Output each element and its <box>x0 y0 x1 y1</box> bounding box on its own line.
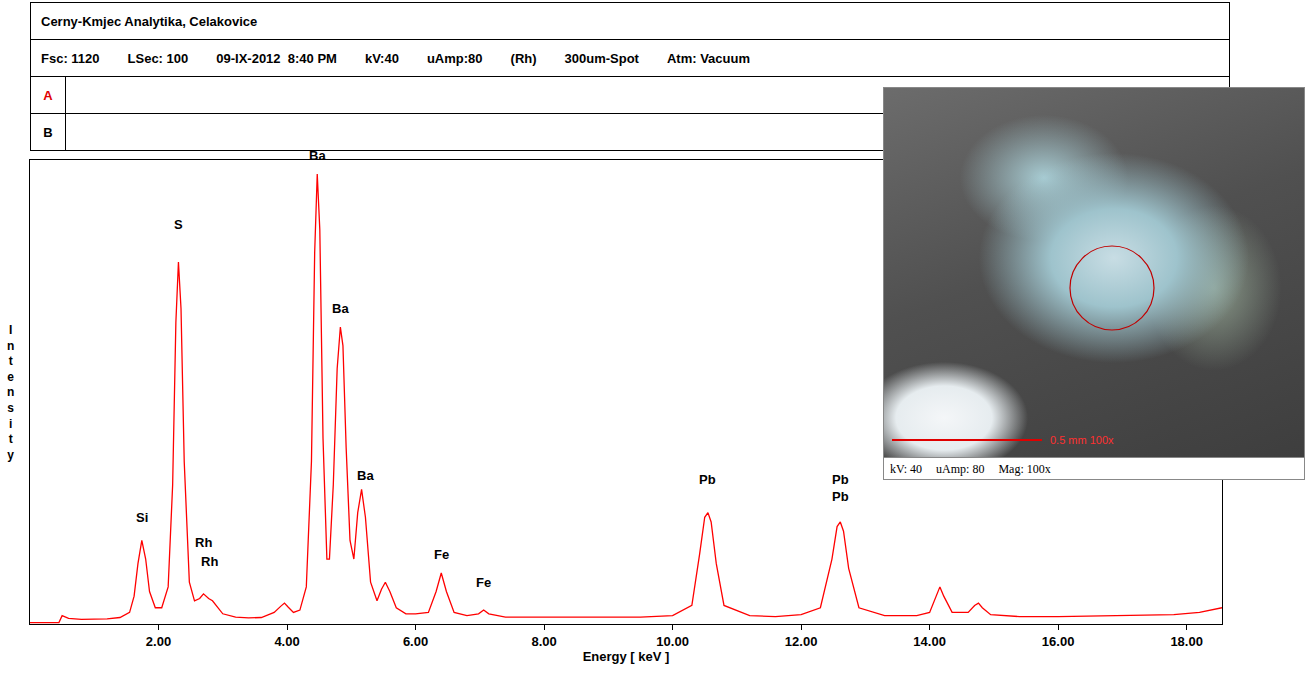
svg-text:Ba: Ba <box>332 301 349 316</box>
html-text:(Rh): (Rh) <box>510 50 537 66</box>
svg-text:Pb: Pb <box>832 489 849 504</box>
html-text:kV:40: kV:40 <box>364 50 399 66</box>
html-text:09-IX-2012 8:40 PM: 09-IX-2012 8:40 PM <box>216 50 337 66</box>
svg-text:10.00: 10.00 <box>656 634 689 649</box>
svg-text:8.00: 8.00 <box>531 634 556 649</box>
html-text:Fsc: 1120: Fsc: 1120 <box>41 50 100 66</box>
svg-text:Ba: Ba <box>357 468 374 483</box>
svg-text:Ba: Ba <box>309 148 326 163</box>
svg-text:Si: Si <box>136 510 148 525</box>
html-text:uAmp:80: uAmp:80 <box>426 50 483 66</box>
html-text:kV: 40: kV: 40 <box>890 461 923 476</box>
svg-text:Fe: Fe <box>476 575 491 590</box>
svg-text:Intensity: Intensity <box>7 323 14 462</box>
svg-text:Rh: Rh <box>201 554 218 569</box>
svg-text:4.00: 4.00 <box>274 634 299 649</box>
svg-text:16.00: 16.00 <box>1042 634 1075 649</box>
html-text:300um-Spot: 300um-Spot <box>564 50 639 66</box>
svg-text:12.00: 12.00 <box>785 634 818 649</box>
html-text:Atm: Vacuum: Atm: Vacuum <box>667 50 750 66</box>
svg-text:Pb: Pb <box>699 472 716 487</box>
html-text:Cerny-Kmjec Analytika, Celakov: Cerny-Kmjec Analytika, Celakovice <box>41 13 258 29</box>
svg-text:Pb: Pb <box>832 472 849 487</box>
svg-text:0.5 mm 100x: 0.5 mm 100x <box>1050 434 1114 446</box>
svg-text:S: S <box>174 217 183 232</box>
svg-text:Rh: Rh <box>195 535 212 550</box>
svg-text:18.00: 18.00 <box>1170 634 1203 649</box>
html-text:A: A <box>43 87 53 103</box>
svg-text:6.00: 6.00 <box>403 634 428 649</box>
svg-text:Energy [ keV ]: Energy [ keV ] <box>583 649 670 664</box>
html-text:B: B <box>43 124 53 140</box>
html-text:LSec: 100: LSec: 100 <box>127 50 189 66</box>
html-text:Mag: 100x: Mag: 100x <box>998 461 1051 476</box>
html-text:uAmp: 80: uAmp: 80 <box>936 461 985 476</box>
svg-text:2.00: 2.00 <box>146 634 171 649</box>
svg-text:14.00: 14.00 <box>913 634 946 649</box>
svg-text:Fe: Fe <box>434 547 449 562</box>
